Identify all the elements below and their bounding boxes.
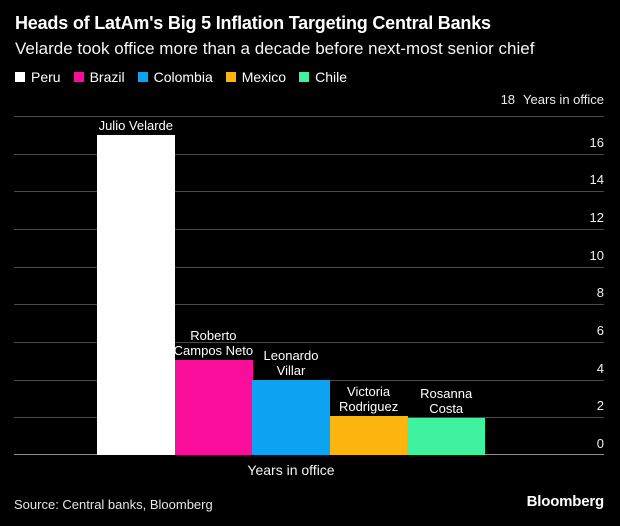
gridline-8 bbox=[14, 304, 604, 305]
legend-swatch-brazil bbox=[73, 72, 84, 82]
gridline-12 bbox=[14, 229, 604, 230]
gridline-14 bbox=[14, 191, 604, 192]
plot-area: 16 14 12 10 8 6 4 2 0 Julio Velarde Roberto Campos… bbox=[14, 116, 604, 455]
bar-rosanna-costa bbox=[407, 418, 486, 455]
y-tick-6: 6 bbox=[596, 323, 604, 338]
y-tick-8: 8 bbox=[596, 285, 604, 301]
bar-label-roberto-campos-neto: Roberto Campos Neto bbox=[173, 327, 254, 358]
source-note: Source: Central banks, Bloomberg bbox=[14, 497, 213, 512]
legend-item-chile: Chile bbox=[299, 69, 347, 85]
chart-subtitle: Velarde took office more than a decade b… bbox=[15, 39, 535, 58]
bar-roberto-campos-neto bbox=[174, 359, 253, 455]
gridline-6 bbox=[14, 342, 604, 343]
legend-swatch-peru bbox=[15, 72, 25, 82]
gridline-16 bbox=[14, 154, 604, 155]
legend: Peru Brazil Colombia Mexico Chile bbox=[15, 69, 347, 85]
bar-julio-velarde bbox=[97, 134, 176, 455]
chart-title: Heads of LatAm's Big 5 Inflation Targeti… bbox=[15, 13, 491, 33]
y-tick-0: 0 bbox=[596, 436, 604, 451]
gridline-10 bbox=[14, 267, 604, 268]
legend-swatch-colombia bbox=[137, 72, 148, 82]
x-axis-label: Years in office bbox=[247, 462, 335, 478]
bar-victoria-rodriguez bbox=[329, 416, 408, 455]
y-tick-4: 4 bbox=[596, 360, 604, 376]
gridline-18 bbox=[14, 116, 604, 117]
y-axis-max-tick: 18 bbox=[500, 92, 516, 107]
bar-leonardo-villar bbox=[252, 379, 331, 455]
y-tick-10: 10 bbox=[589, 247, 604, 263]
legend-swatch-mexico bbox=[225, 72, 236, 82]
y-axis-unit-label: Years in office bbox=[523, 92, 604, 107]
bloomberg-logo: Bloomberg bbox=[526, 493, 605, 510]
legend-item-mexico: Mexico bbox=[225, 69, 287, 85]
legend-item-brazil: Brazil bbox=[73, 69, 125, 85]
bar-label-rosanna-costa: Rosanna Costa bbox=[420, 386, 473, 417]
y-axis-top-label: 18 Years in office bbox=[501, 92, 604, 107]
legend-label: Peru bbox=[31, 69, 61, 85]
y-tick-12: 12 bbox=[589, 210, 604, 225]
bar-label-victoria-rodriguez: Victoria Rodriguez bbox=[338, 384, 399, 415]
legend-swatch-chile bbox=[299, 72, 310, 82]
legend-item-peru: Peru bbox=[15, 69, 61, 85]
bar-label-julio-velarde: Julio Velarde bbox=[98, 117, 174, 133]
legend-label: Colombia bbox=[153, 69, 213, 85]
legend-label: Mexico bbox=[241, 69, 287, 85]
bar-label-leonardo-villar: Leonardo Villar bbox=[263, 347, 319, 378]
y-tick-14: 14 bbox=[589, 172, 604, 188]
y-tick-16: 16 bbox=[589, 134, 604, 150]
legend-label: Chile bbox=[315, 69, 347, 85]
legend-label: Brazil bbox=[89, 69, 125, 85]
legend-item-colombia: Colombia bbox=[137, 69, 213, 85]
y-tick-2: 2 bbox=[596, 398, 604, 414]
